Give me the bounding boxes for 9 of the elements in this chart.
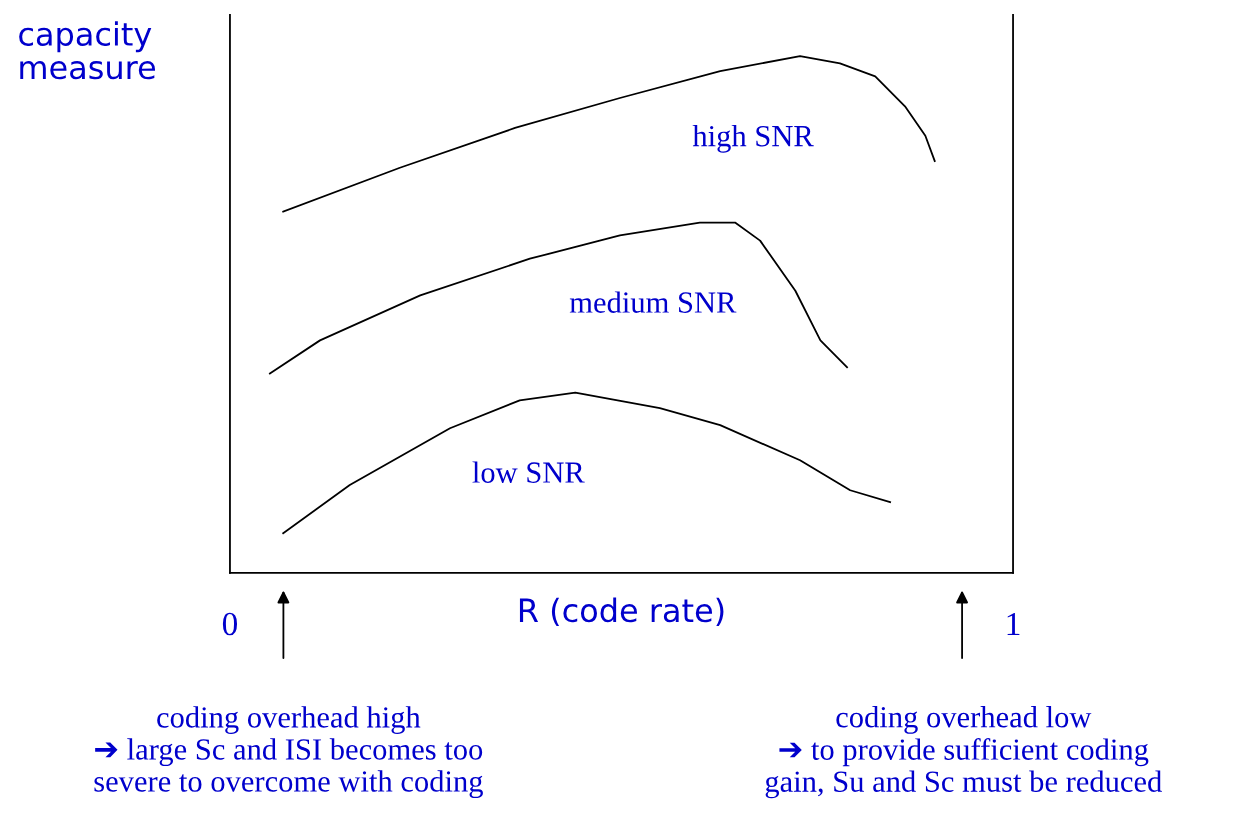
series-label: low SNR [472,461,585,483]
y-axis-title: capacity measure [19,21,156,80]
text: coding overhead low ➔ to provide sufficient coding gain, Su and Sc must be reduced [765,706,1162,799]
series-label: medium SNR [569,291,737,313]
x-tick-label: 0 [222,612,238,636]
x-tick-label: 1 [1007,612,1020,635]
series-label: high SNR [692,124,814,153]
x-axis-title: R (code rate) [519,597,724,627]
text: coding overhead high ➔ large Sc and ISI becomes too severe to overcome with coding [94,706,483,799]
